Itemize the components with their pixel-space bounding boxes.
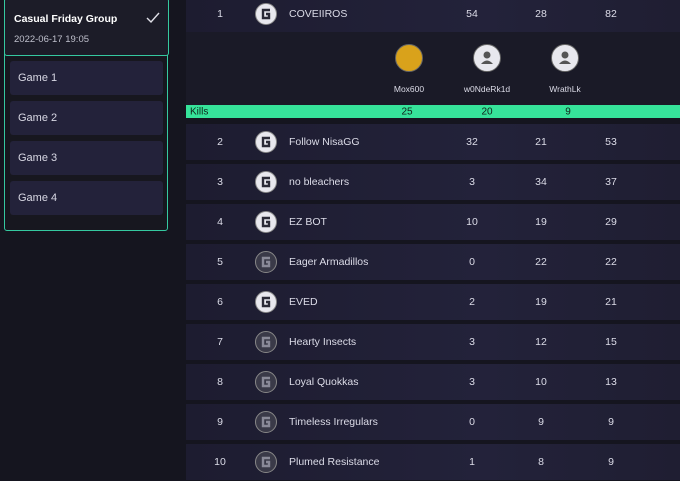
- logo-glyph: [261, 136, 271, 148]
- rank: 7: [217, 336, 223, 348]
- stat-value: 25: [401, 106, 413, 118]
- rank: 10: [214, 456, 226, 468]
- rank: 1: [217, 8, 223, 20]
- team-logo: [255, 291, 277, 313]
- player-avatar: [395, 44, 423, 72]
- team-logo: [255, 211, 277, 233]
- logo-glyph: [261, 176, 271, 188]
- expanded-area: [186, 28, 680, 105]
- rank: 9: [217, 416, 223, 428]
- team-stat: 0: [469, 256, 475, 268]
- team-stat: 15: [605, 336, 617, 348]
- team-stat: 19: [535, 216, 547, 228]
- team-name: Eager Armadillos: [289, 256, 369, 268]
- logo-glyph: [261, 376, 271, 388]
- team-stat: 3: [469, 176, 475, 188]
- team-logo: [255, 131, 277, 153]
- player-name: WrathLk: [549, 84, 581, 94]
- team-stat: 28: [535, 8, 547, 20]
- team-name: Timeless Irregulars: [289, 416, 378, 428]
- game-item[interactable]: Game 3: [10, 141, 163, 175]
- stat-value: 9: [565, 106, 571, 118]
- logo-glyph: [261, 296, 271, 308]
- group-title: Casual Friday Group: [14, 13, 118, 25]
- team-stat: 54: [466, 8, 478, 20]
- team-name: Hearty Insects: [289, 336, 357, 348]
- team-name: Loyal Quokkas: [289, 376, 359, 388]
- team-name: COVEIIROS: [289, 8, 348, 20]
- logo-glyph: [261, 256, 271, 268]
- team-stat: 9: [608, 456, 614, 468]
- rank: 4: [217, 216, 223, 228]
- logo-glyph: [261, 416, 271, 428]
- team-stat: 12: [535, 336, 547, 348]
- team-name: EZ BOT: [289, 216, 327, 228]
- team-stat: 8: [538, 456, 544, 468]
- team-stat: 10: [535, 376, 547, 388]
- team-name: Follow NisaGG: [289, 136, 360, 148]
- player-name: w0NdeRk1d: [463, 84, 511, 94]
- team-stat: 3: [469, 336, 475, 348]
- team-stat: 19: [535, 296, 547, 308]
- rank: 6: [217, 296, 223, 308]
- rank: 3: [217, 176, 223, 188]
- team-stat: 21: [605, 296, 617, 308]
- team-stat: 29: [605, 216, 617, 228]
- rank: 8: [217, 376, 223, 388]
- team-logo: [255, 331, 277, 353]
- stat-label: Kills: [190, 106, 209, 118]
- team-stat: 0: [469, 416, 475, 428]
- team-stat: 22: [605, 256, 617, 268]
- team-stat: 9: [538, 416, 544, 428]
- user-icon: [559, 51, 571, 64]
- group-header[interactable]: Casual Friday Group 2022-06-17 19:05: [4, 0, 169, 56]
- team-name: EVED: [289, 296, 318, 308]
- team-stat: 10: [466, 216, 478, 228]
- player-avatar: [551, 44, 579, 72]
- team-stat: 13: [605, 376, 617, 388]
- team-stat: 1: [469, 456, 475, 468]
- team-logo: [255, 411, 277, 433]
- team-stat: 21: [535, 136, 547, 148]
- team-logo: [255, 251, 277, 273]
- team-logo: [255, 371, 277, 393]
- team-name: no bleachers: [289, 176, 350, 188]
- team-stat: 82: [605, 8, 617, 20]
- player-avatar: [473, 44, 501, 72]
- group-date: 2022-06-17 19:05: [14, 34, 90, 45]
- team-logo: [255, 451, 277, 473]
- team-stat: 34: [535, 176, 547, 188]
- team-stat: 53: [605, 136, 617, 148]
- team-logo: [255, 171, 277, 193]
- game-item[interactable]: Game 2: [10, 101, 163, 135]
- game-item[interactable]: Game 1: [10, 61, 163, 95]
- logo-glyph: [261, 216, 271, 228]
- logo-glyph: [261, 456, 271, 468]
- stat-bar: [186, 105, 680, 118]
- team-name: Plumed Resistance: [289, 456, 380, 468]
- team-stat: 2: [469, 296, 475, 308]
- rank: 5: [217, 256, 223, 268]
- team-logo: [255, 3, 277, 25]
- player-name: Mox600: [393, 84, 425, 94]
- rank: 2: [217, 136, 223, 148]
- logo-glyph: [261, 336, 271, 348]
- user-icon: [481, 51, 493, 64]
- team-stat: 9: [608, 416, 614, 428]
- team-stat: 3: [469, 376, 475, 388]
- game-item[interactable]: Game 4: [10, 181, 163, 215]
- team-stat: 22: [535, 256, 547, 268]
- check-icon: [146, 12, 160, 24]
- stat-value: 20: [481, 106, 493, 118]
- team-stat: 37: [605, 176, 617, 188]
- logo-glyph: [261, 8, 271, 20]
- team-stat: 32: [466, 136, 478, 148]
